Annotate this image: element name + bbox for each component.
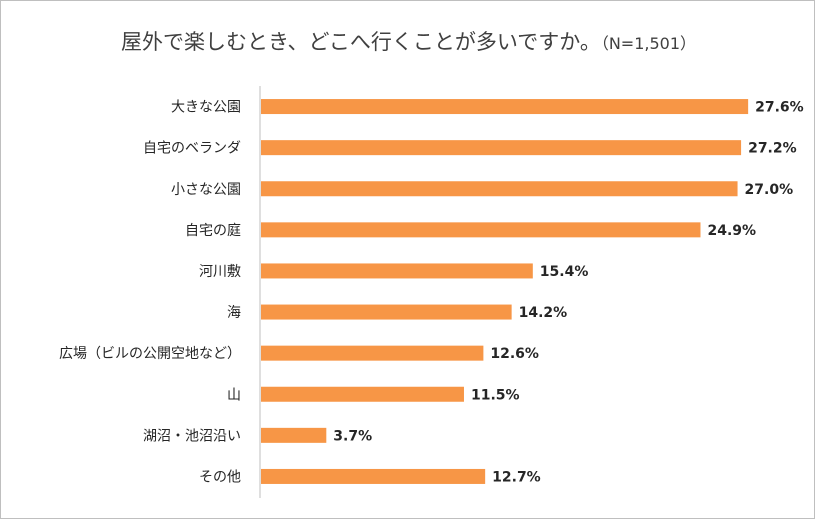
bar [261,99,749,115]
bar [261,386,464,402]
category-label: 河川敷 [199,264,241,280]
chart-title-row: 屋外で楽しむとき、どこへ行くことが多いですか。（N=1,501） [0,26,817,56]
bar [261,263,533,279]
value-label: 12.6% [490,346,539,362]
category-label: 海 [227,305,241,321]
value-label: 27.2% [748,141,797,157]
bar [261,222,701,238]
value-label: 14.2% [519,305,568,321]
value-label: 24.9% [707,223,756,239]
value-label: 12.7% [492,469,541,485]
chart-title: 屋外で楽しむとき、どこへ行くことが多いですか。 [120,30,601,54]
value-label: 15.4% [540,264,589,280]
value-label: 27.0% [745,182,794,198]
value-label: 3.7% [333,428,372,444]
bar [261,140,742,156]
chart-subtitle: （N=1,501） [600,34,697,53]
category-label: 山 [227,387,241,403]
bar [261,345,484,361]
bar [261,427,327,443]
bar [261,304,512,320]
category-label: その他 [199,469,241,485]
category-label: 自宅の庭 [185,222,241,239]
bar [261,181,738,197]
category-label: 湖沼・池沼沿い [143,428,241,444]
value-label: 27.6% [755,100,804,116]
category-label: 大きな公園 [171,100,241,116]
bar [261,468,486,484]
category-label: 自宅のベランダ [143,141,241,157]
category-label: 広場（ビルの公開空地など） [59,346,241,362]
category-label: 小さな公園 [171,182,241,198]
value-label: 11.5% [471,387,520,403]
